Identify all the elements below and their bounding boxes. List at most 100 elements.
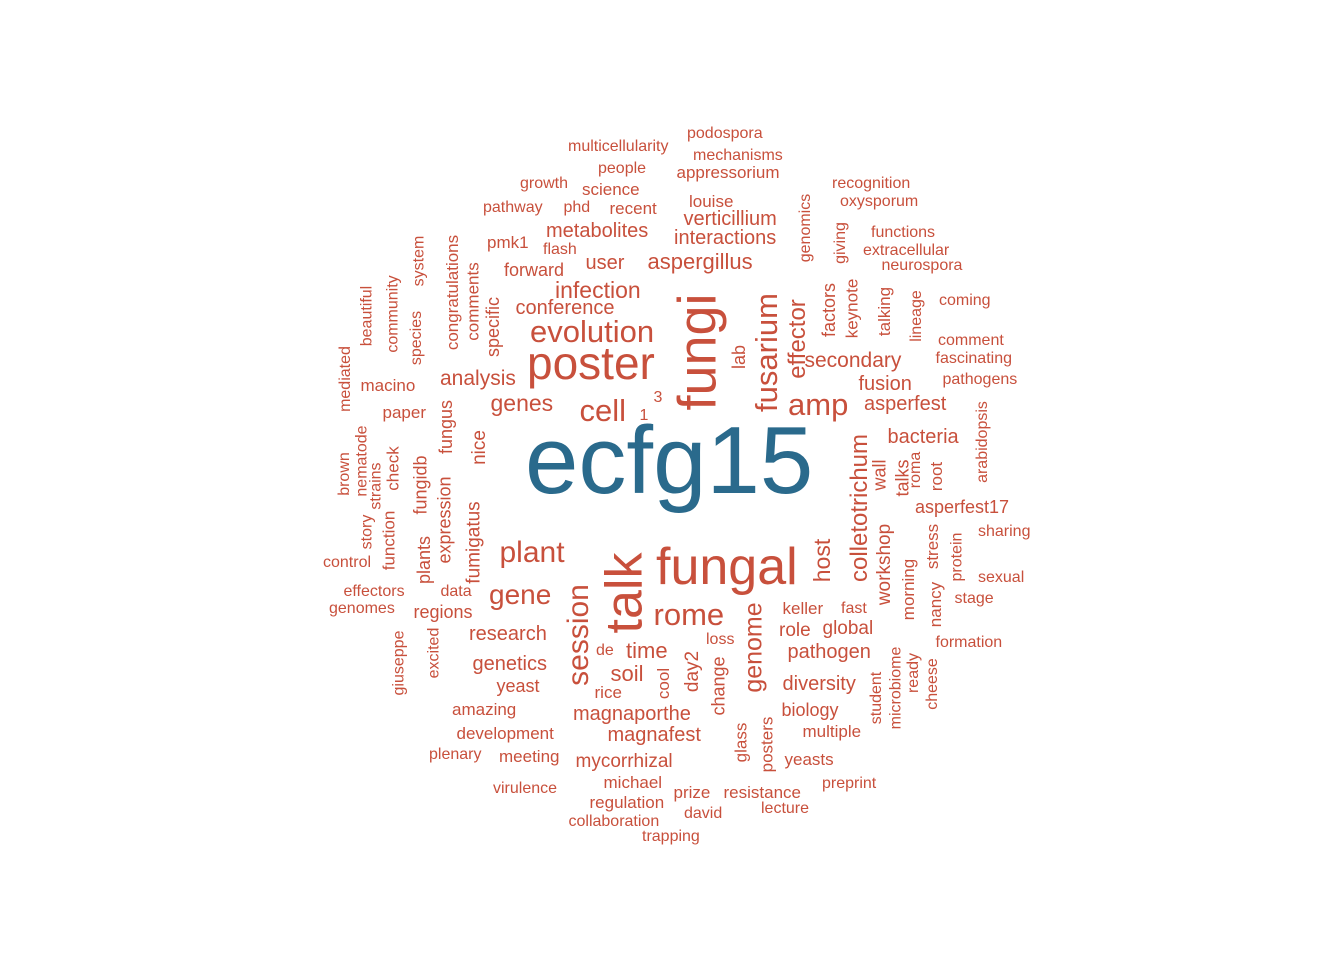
- word-ready: ready: [905, 652, 923, 694]
- word-talking: talking: [874, 286, 894, 336]
- word-fast: fast: [841, 600, 867, 617]
- word-analysis: analysis: [440, 366, 516, 390]
- word-magnaporthe: magnaporthe: [573, 703, 691, 725]
- word-forward: forward: [504, 260, 565, 280]
- word-specific: specific: [483, 296, 504, 358]
- word-loss: loss: [706, 631, 735, 648]
- word-rome: rome: [653, 596, 725, 632]
- word-genomes: genomes: [329, 600, 395, 617]
- word-amazing: amazing: [452, 699, 517, 719]
- word-host: host: [808, 538, 835, 582]
- word-change: change: [708, 656, 729, 716]
- word-yeasts: yeasts: [784, 749, 834, 769]
- word-stage: stage: [954, 590, 994, 607]
- word-podospora: podospora: [687, 125, 763, 142]
- word-asperfest: asperfest: [864, 393, 947, 415]
- word-regions: regions: [413, 602, 473, 622]
- word-fungidb: fungidb: [410, 455, 431, 515]
- word-user: user: [585, 252, 625, 274]
- word-ecfg15: ecfg15: [525, 407, 814, 514]
- word-fumigatus: fumigatus: [463, 500, 485, 584]
- word-poster: poster: [527, 337, 655, 389]
- word-appressorium: appressorium: [676, 162, 780, 182]
- word-development: development: [456, 723, 554, 743]
- word-comments: comments: [463, 261, 483, 341]
- word-de: de: [596, 642, 614, 659]
- word-workshop: workshop: [873, 523, 895, 605]
- word-nancy: nancy: [925, 581, 945, 627]
- word-biology: biology: [781, 700, 839, 720]
- word-collaboration: collaboration: [568, 813, 660, 830]
- word-cool: cool: [653, 667, 673, 699]
- word-rice: rice: [594, 682, 622, 702]
- word-soil: soil: [610, 661, 644, 686]
- word-pathogens: pathogens: [942, 371, 1018, 388]
- word-student: student: [868, 671, 886, 725]
- word-oxysporum: oxysporum: [840, 193, 919, 210]
- word-lab: lab: [729, 344, 750, 370]
- word-diversity: diversity: [782, 673, 856, 695]
- word-multicellularity: multicellularity: [568, 138, 669, 155]
- word-research: research: [469, 623, 547, 645]
- word-formation: formation: [935, 634, 1003, 651]
- word-glass: glass: [731, 722, 751, 762]
- word-time: time: [626, 638, 668, 663]
- word-recognition: recognition: [832, 175, 911, 192]
- word-phd: phd: [563, 199, 591, 216]
- word-root: root: [926, 461, 946, 491]
- word-data: data: [440, 583, 472, 600]
- word-factors: factors: [819, 282, 840, 338]
- word-roma: roma: [907, 451, 925, 489]
- word-keynote: keynote: [842, 278, 862, 338]
- word-michael: michael: [603, 772, 663, 792]
- word-morning: morning: [898, 558, 918, 620]
- word-secondary: secondary: [804, 348, 902, 372]
- word-pathway: pathway: [483, 199, 543, 216]
- word-david: david: [684, 805, 723, 822]
- word-giving: giving: [831, 222, 849, 264]
- word-control: control: [323, 554, 372, 571]
- word-fungal: fungal: [656, 538, 798, 596]
- word-interactions: interactions: [674, 227, 777, 249]
- word-strains: strains: [367, 462, 385, 510]
- word-gene: gene: [489, 579, 552, 610]
- word-stress: stress: [922, 523, 942, 569]
- word-mechanisms: mechanisms: [693, 147, 783, 164]
- word-science: science: [582, 179, 640, 199]
- word-fascinating: fascinating: [935, 350, 1013, 367]
- word-infection: infection: [555, 276, 641, 303]
- word-metabolites: metabolites: [546, 220, 649, 242]
- word-people: people: [598, 160, 647, 177]
- word-extracellular: extracellular: [863, 242, 950, 259]
- word-prize: prize: [673, 782, 711, 802]
- word-macino: macino: [360, 375, 416, 395]
- word-global: global: [822, 617, 874, 639]
- word-preprint: preprint: [822, 775, 877, 792]
- word-fungus: fungus: [436, 399, 457, 455]
- word-multiple: multiple: [802, 721, 862, 741]
- word-plant: plant: [499, 536, 565, 569]
- word-mediated: mediated: [336, 346, 354, 412]
- word-plants: plants: [414, 535, 435, 585]
- word-trapping: trapping: [642, 828, 700, 845]
- word-pathogen: pathogen: [787, 641, 871, 663]
- word-pmk1: pmk1: [487, 232, 529, 252]
- word-role: role: [779, 619, 811, 641]
- word-aspergillus: aspergillus: [647, 249, 753, 274]
- word-protein: protein: [947, 532, 965, 582]
- word-paper: paper: [382, 402, 426, 422]
- word-mycorrhizal: mycorrhizal: [575, 750, 673, 772]
- word-day2: day2: [681, 650, 703, 692]
- word-recent: recent: [609, 198, 657, 218]
- word-posters: posters: [757, 716, 777, 772]
- word-genomics: genomics: [797, 193, 815, 263]
- word-genes: genes: [490, 389, 554, 416]
- word-congratulations: congratulations: [442, 234, 462, 350]
- word-nice: nice: [468, 429, 490, 465]
- word-expression: expression: [434, 476, 455, 564]
- word-three: 3: [653, 389, 663, 406]
- word-colletotrichum: colletotrichum: [846, 433, 874, 583]
- word-lecture: lecture: [761, 800, 810, 817]
- word-functions: functions: [871, 224, 936, 241]
